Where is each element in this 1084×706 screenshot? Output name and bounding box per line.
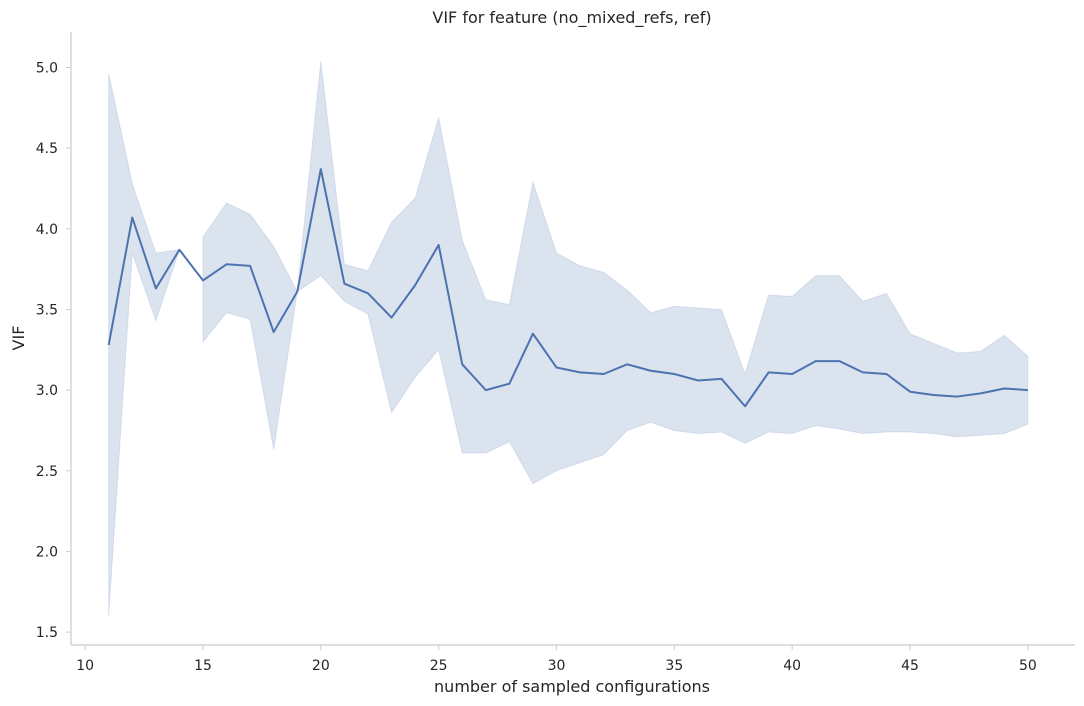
x-tick-label: 35 — [665, 658, 683, 674]
band-segment-1 — [108, 73, 181, 616]
y-tick-label: 3.5 — [36, 302, 58, 318]
y-axis-label: VIF — [9, 326, 28, 351]
x-tick-label: 10 — [76, 658, 94, 674]
x-tick-label: 45 — [901, 658, 919, 674]
y-tick-label: 2.0 — [36, 544, 58, 560]
y-tick-label: 4.0 — [36, 222, 58, 238]
x-tick-label: 15 — [194, 658, 212, 674]
x-tick-label: 50 — [1019, 658, 1037, 674]
vif-line — [107, 168, 1028, 408]
x-tick-label: 20 — [312, 658, 330, 674]
y-tick-label: 1.5 — [36, 625, 58, 641]
y-tick-label: 2.5 — [36, 464, 58, 480]
chart-title: VIF for feature (no_mixed_refs, ref) — [432, 8, 711, 28]
x-axis-label: number of sampled configurations — [434, 677, 710, 696]
confidence-band — [108, 60, 1029, 616]
y-tick-label: 4.5 — [36, 141, 58, 157]
band-segment-2 — [202, 60, 1029, 485]
y-tick-label: 5.0 — [36, 60, 58, 76]
y-tick-label: 3.0 — [36, 383, 58, 399]
x-tick-label: 40 — [783, 658, 801, 674]
x-tick-label: 25 — [430, 658, 448, 674]
x-axis-ticks: 10 15 20 25 30 35 40 45 50 — [76, 645, 1037, 674]
y-axis-ticks: 1.5 2.0 2.5 3.0 3.5 4.0 4.5 5.0 — [36, 60, 71, 641]
series-line — [107, 168, 1028, 408]
plot-area — [107, 60, 1029, 616]
x-tick-label: 30 — [548, 658, 566, 674]
